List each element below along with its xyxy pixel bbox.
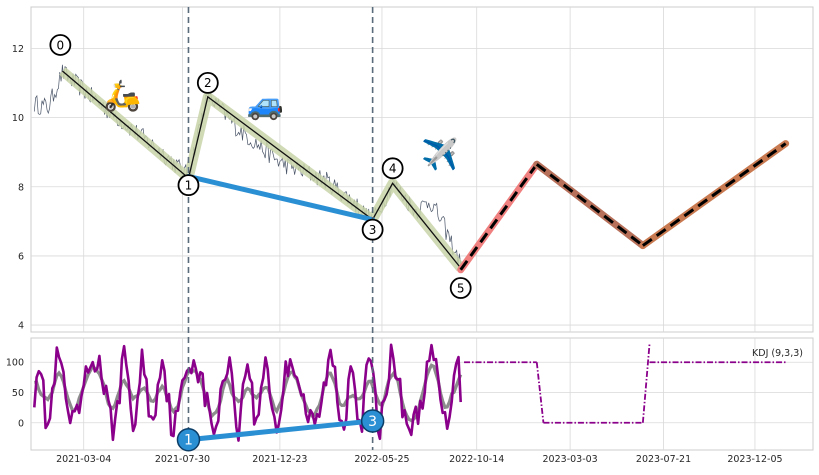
y-tick-label: 12 [12,44,24,55]
wave-label-circle [49,34,72,56]
wave-line [61,70,462,269]
projection-dash [641,142,787,247]
scooter-icon: 🛵 [104,79,141,114]
price-plot [33,64,790,274]
x-tick-label: 2023-03-03 [543,454,598,465]
price-panel-frame [30,6,814,333]
annotations: 0 1 2 3 4 5 🛵 🚙 ✈️ 1 3 [49,7,472,452]
divergence-line [185,173,376,223]
y-tick-label: 0 [18,418,24,429]
wave-label-circle [449,277,472,299]
wave-label: 0 [57,38,65,52]
wave-label: 1 [185,178,193,192]
y-tick-label: 8 [18,182,24,193]
axis-ticks: 2021-03-04 2021-07-30 2021-12-23 2022-05-25… [6,44,783,465]
kdj-projection [641,343,651,423]
wave-label-circle [196,71,219,94]
wave-label: 3 [369,223,377,237]
wave-label-circle [381,157,404,180]
projection-dash [459,163,538,271]
x-tick-label: 2023-12-05 [727,454,782,465]
kdj-plot [33,343,786,442]
x-tick-label: 2022-10-14 [449,454,504,465]
y-tick-label: 50 [12,388,24,399]
kdj-divergence-label: 3 [368,414,377,430]
y-tick-label: 6 [18,251,24,262]
wave-label: 4 [389,162,397,176]
wave-label-circle [177,174,200,197]
wave-label: 2 [204,76,212,90]
kdj-divergence-label-circle [360,409,385,433]
airplane-icon: ✈️ [421,135,458,172]
kdj-line [33,343,462,442]
kdj-divergence-label-circle [176,427,201,452]
x-tick-label: 2021-12-23 [252,454,307,465]
kdj-divergence-label: 1 [184,433,193,449]
y-tick-label: 10 [12,113,24,124]
x-tick-label: 2021-07-30 [155,454,210,465]
projection-dash [535,163,644,247]
car-icon: 🚙 [247,87,284,122]
kdj-projection [535,362,545,423]
x-tick-label: 2023-07-21 [636,454,691,465]
wave-label-circle [361,218,384,241]
x-tick-label: 2022-05-25 [354,454,409,465]
wave-label: 5 [457,281,465,295]
x-tick-label: 2021-03-04 [56,454,111,465]
kdj-legend: KDJ (9,3,3) [752,348,803,359]
y-tick-label: 100 [6,358,24,369]
kdj-divergence-line [185,418,376,443]
y-tick-label: 4 [18,321,24,332]
